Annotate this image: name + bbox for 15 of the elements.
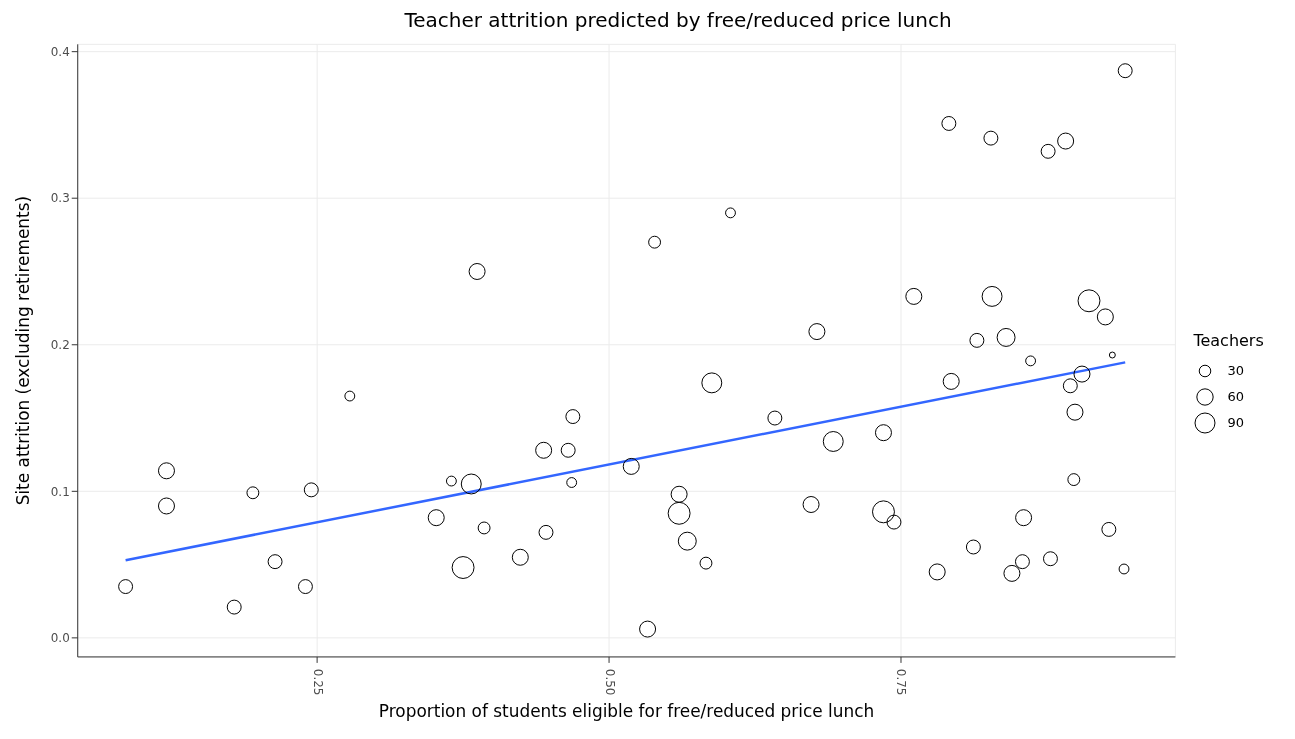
y-tick-label: 0.0 bbox=[50, 631, 70, 646]
y-tick-label: 0.3 bbox=[50, 191, 70, 206]
legend-label: 60 bbox=[1227, 389, 1244, 404]
x-tick-label: 0.75 bbox=[894, 668, 909, 696]
x-tick-label: 0.25 bbox=[310, 668, 325, 696]
y-tick-label: 0.2 bbox=[50, 338, 70, 353]
x-tick-label: 0.50 bbox=[602, 668, 617, 696]
legend-label: 90 bbox=[1227, 415, 1244, 430]
y-tick-label: 0.1 bbox=[50, 484, 70, 499]
legend-title: Teachers bbox=[1193, 330, 1265, 350]
legend-label: 30 bbox=[1227, 363, 1244, 378]
chart-title: Teacher attrition predicted by free/reduced price lunch bbox=[403, 8, 953, 34]
y-axis-title: Site attrition (excluding retirements) bbox=[12, 195, 33, 506]
x-axis-title: Proportion of students eligible for free/reduced price lunch bbox=[378, 700, 875, 721]
y-tick-label: 0.4 bbox=[50, 44, 70, 59]
